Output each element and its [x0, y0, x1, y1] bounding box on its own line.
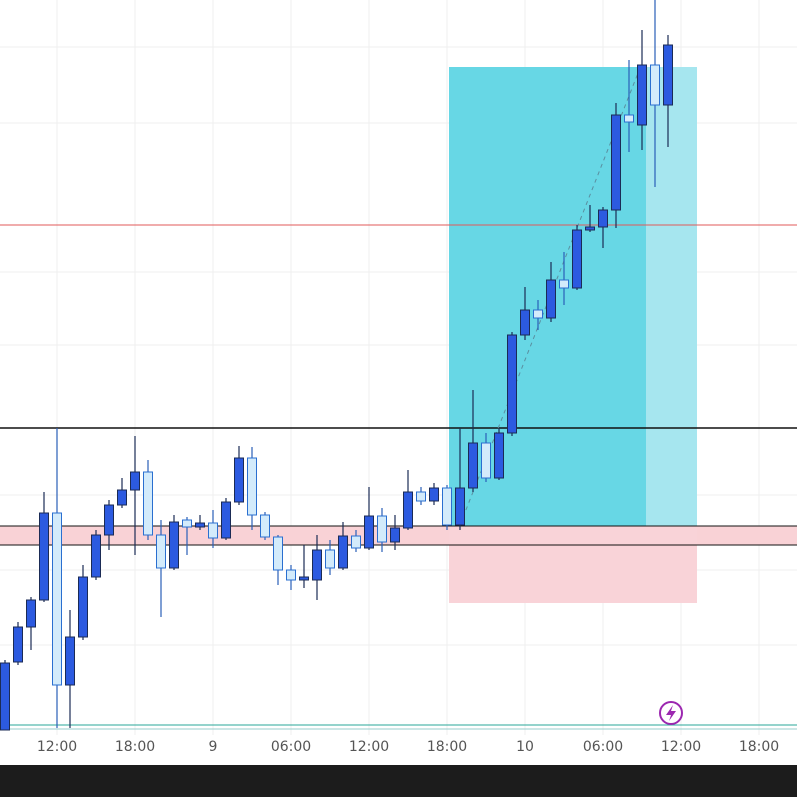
candle-body-up	[637, 64, 647, 126]
candle-body-up	[26, 599, 36, 628]
alert-icon[interactable]	[659, 701, 683, 725]
candle-body-down	[325, 549, 335, 569]
candle-body-up	[117, 489, 127, 506]
candle-body-up	[598, 209, 608, 228]
candle-body-up	[169, 521, 179, 569]
stop-zone	[449, 526, 697, 603]
candle-body-up	[13, 626, 23, 663]
candle-body-down	[156, 534, 166, 569]
x-axis: 12:00 18:00 9 06:00 12:00 18:00 10 06:00 12:00 18…	[37, 739, 779, 755]
x-tick-label: 18:00	[115, 739, 155, 755]
candle-body-down	[143, 471, 153, 536]
candle-body-up	[572, 229, 582, 289]
candle-body-down	[533, 309, 543, 319]
candle-body-up	[520, 309, 530, 336]
candle-body-up	[338, 535, 348, 569]
x-tick-label: 12:00	[661, 739, 701, 755]
x-tick-label: 10	[516, 739, 534, 755]
candle-body-up	[0, 662, 10, 731]
candle-body-down	[260, 514, 270, 538]
candle-body-up	[91, 534, 101, 578]
candle-body-up	[299, 576, 309, 581]
x-tick-label: 12:00	[349, 739, 389, 755]
candle-body-down	[559, 279, 569, 289]
candle-body-down	[624, 114, 634, 123]
x-tick-label: 12:00	[37, 739, 77, 755]
candle-body-up	[585, 226, 595, 231]
candle-body-up	[403, 491, 413, 529]
candle-body-up	[507, 334, 517, 434]
candle-body-up	[130, 471, 140, 491]
candle-body-down	[182, 519, 192, 528]
candle-body-down	[286, 569, 296, 581]
x-tick-label: 18:00	[739, 739, 779, 755]
candle-body-up	[546, 279, 556, 319]
candle-body-down	[273, 536, 283, 571]
candle-body-down	[247, 457, 257, 516]
candle-body-up	[195, 522, 205, 528]
x-tick-label: 18:00	[427, 739, 467, 755]
candle-body-up	[312, 549, 322, 581]
candle-body-down	[442, 487, 452, 526]
profit-zone-future	[646, 67, 697, 526]
candle-body-down	[351, 535, 361, 549]
candle-body-down	[481, 442, 491, 479]
candles	[0, 0, 673, 731]
zones	[0, 67, 797, 730]
bottom-bar	[0, 765, 797, 797]
candle-body-up	[455, 487, 465, 526]
candle-body-up	[494, 432, 504, 479]
x-tick-label: 06:00	[271, 739, 311, 755]
candle-body-up	[390, 527, 400, 543]
candle-body-up	[429, 487, 439, 502]
candle-body-up	[663, 44, 673, 106]
candle-body-up	[234, 457, 244, 503]
candle-body-up	[468, 442, 478, 489]
x-tick-label: 06:00	[583, 739, 623, 755]
candle-body-down	[208, 522, 218, 539]
candle-body-down	[650, 64, 660, 106]
candle-body-down	[416, 491, 426, 502]
candle-body-up	[364, 515, 374, 549]
x-tick-label: 9	[209, 739, 218, 755]
candle-body-up	[104, 504, 114, 536]
candle-body-up	[221, 501, 231, 539]
candle-body-up	[39, 512, 49, 601]
candle-body-up	[65, 636, 75, 686]
candle-body-down	[52, 512, 62, 686]
candle-body-up	[78, 576, 88, 638]
candle-body-down	[377, 515, 387, 543]
candle-body-up	[611, 114, 621, 211]
